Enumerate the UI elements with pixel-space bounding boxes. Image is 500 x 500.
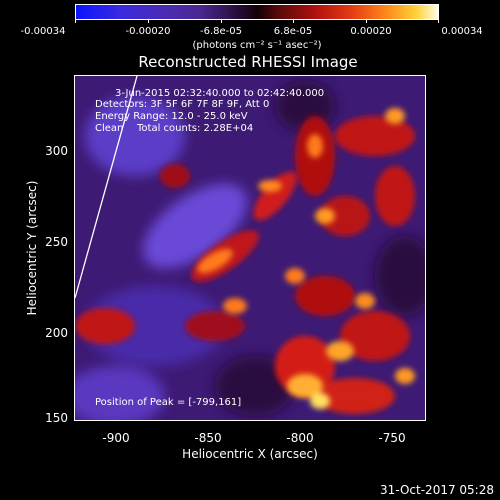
colorbar-label: 0.00034 bbox=[441, 26, 483, 37]
colorbar-label: -0.00034 bbox=[20, 26, 66, 37]
colorbar-label: -6.8e-05 bbox=[200, 26, 242, 37]
x-tick-label: -750 bbox=[378, 431, 406, 445]
time-range: 3-Jun-2015 02:32:40.000 to 02:42:40.000 bbox=[115, 88, 325, 99]
x-tick-label: -900 bbox=[102, 431, 130, 445]
x-tick-label: -800 bbox=[286, 431, 314, 445]
timestamp: 31-Oct-2017 05:28 bbox=[380, 483, 494, 497]
total-counts: Total counts: 2.28E+04 bbox=[137, 123, 254, 134]
image-plot: 3-Jun-2015 02:32:40.000 to 02:42:40.000 … bbox=[74, 75, 426, 421]
colorbar-unit: (photons cm⁻² s⁻¹ asec⁻²) bbox=[192, 40, 322, 51]
colorbar-label: -0.00020 bbox=[125, 26, 171, 37]
colorbar-tick bbox=[221, 19, 222, 23]
y-tick-label: 250 bbox=[45, 235, 68, 249]
hot-spots bbox=[197, 108, 415, 409]
detectors-info: Detectors: 3F 5F 6F 7F 8F 9F, Att 0 bbox=[95, 99, 270, 110]
colorbar bbox=[75, 4, 439, 20]
x-axis-label: Heliocentric X (arcsec) bbox=[182, 447, 318, 461]
x-tick-label: -850 bbox=[194, 431, 222, 445]
peak-position: Position of Peak = [-799,161] bbox=[95, 397, 242, 408]
colorbar-tick bbox=[366, 19, 367, 23]
colorbar-tick bbox=[75, 19, 76, 23]
solar-limb-line bbox=[75, 76, 138, 299]
colorbar-tick bbox=[148, 19, 149, 23]
colorbar-tick bbox=[438, 19, 439, 23]
y-tick-label: 300 bbox=[45, 144, 68, 158]
rhessi-image bbox=[75, 76, 425, 420]
y-tick-label: 200 bbox=[45, 326, 68, 340]
y-axis-label: Heliocentric Y (arcsec) bbox=[25, 180, 39, 316]
y-tick-label: 150 bbox=[45, 411, 68, 425]
colorbar-label: 0.00020 bbox=[350, 26, 392, 37]
energy-range: Energy Range: 12.0 - 25.0 keV bbox=[95, 111, 248, 122]
dark-region bbox=[75, 81, 425, 420]
algorithm: Clean bbox=[95, 123, 124, 134]
plot-title: Reconstructed RHESSI Image bbox=[138, 53, 358, 71]
colorbar-label: 6.8e-05 bbox=[273, 26, 313, 37]
colorbar-tick bbox=[293, 19, 294, 23]
